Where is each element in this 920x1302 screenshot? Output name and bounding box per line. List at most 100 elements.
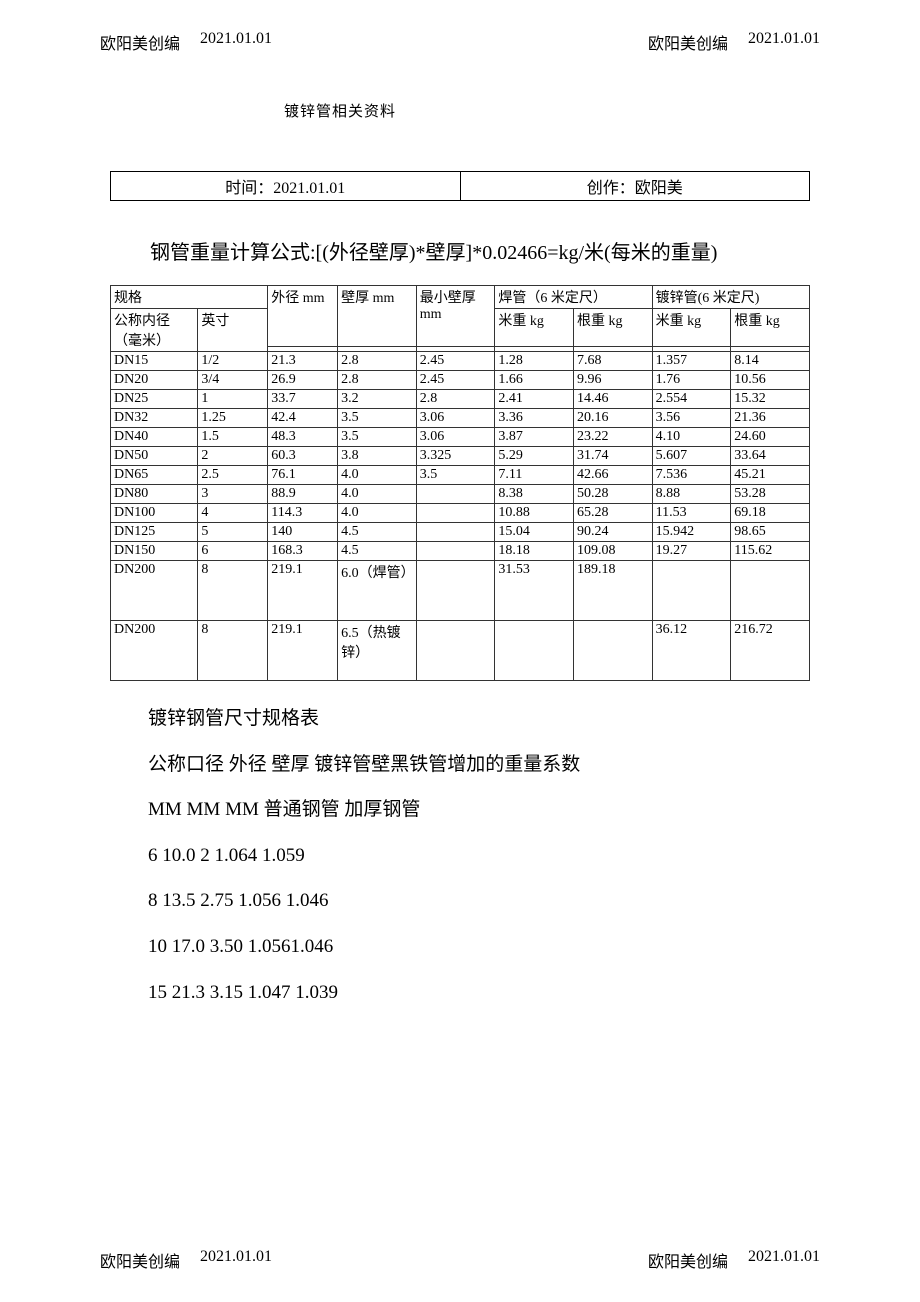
table-cell-w_m: 10.88 (495, 504, 574, 523)
table-cell-inch: 8 (198, 621, 268, 681)
table-cell-minwall: 2.8 (416, 390, 495, 409)
table-cell-w_r: 14.46 (574, 390, 653, 409)
table-row: DN1506168.34.518.18109.0819.27115.62 (111, 542, 810, 561)
table-cell-w_m: 5.29 (495, 447, 574, 466)
table-cell-dn: DN100 (111, 504, 198, 523)
table-cell-w_m: 7.11 (495, 466, 574, 485)
table-body: DN151/221.32.82.451.287.681.3578.14DN203… (111, 352, 810, 681)
table-cell-g_r: 115.62 (731, 542, 810, 561)
spec-list-section: 镀锌钢管尺寸规格表 公称口径 外径 壁厚 镀锌管壁黑铁管增加的重量系数 MM M… (110, 696, 810, 1015)
table-cell-w_m: 3.36 (495, 409, 574, 428)
spec-list-title: 镀锌钢管尺寸规格表 (110, 696, 810, 742)
table-row: DN12551404.515.0490.2415.94298.65 (111, 523, 810, 542)
table-cell-w_r: 7.68 (574, 352, 653, 371)
table-cell-outer: 88.9 (268, 485, 338, 504)
table-cell-g_r: 216.72 (731, 621, 810, 681)
table-cell-w_r: 65.28 (574, 504, 653, 523)
table-cell-g_m: 7.536 (652, 466, 731, 485)
table-cell-outer: 76.1 (268, 466, 338, 485)
table-cell-outer: 26.9 (268, 371, 338, 390)
table-cell-w_m: 8.38 (495, 485, 574, 504)
footer-right: 欧阳美创编 2021.01.01 (648, 1248, 820, 1272)
table-cell-g_m (652, 561, 731, 621)
table-row: DN1004114.34.010.8865.2811.5369.18 (111, 504, 810, 523)
header-left-date: 2021.01.01 (200, 30, 272, 54)
table-cell-dn: DN80 (111, 485, 198, 504)
th-wall: 壁厚 mm (338, 286, 417, 347)
th-g-meter: 米重 kg (652, 309, 731, 347)
formula-text: 钢管重量计算公式:[(外径壁厚)*壁厚]*0.02466=kg/米(每米的重量) (110, 231, 810, 275)
table-cell-minwall: 3.5 (416, 466, 495, 485)
table-cell-g_r: 45.21 (731, 466, 810, 485)
table-row: DN80388.94.08.3850.288.8853.28 (111, 485, 810, 504)
meta-time: 时间：2021.01.01 (111, 172, 461, 201)
header-right-date: 2021.01.01 (748, 30, 820, 54)
table-cell-inch: 8 (198, 561, 268, 621)
table-cell-minwall (416, 485, 495, 504)
table-cell-g_m: 5.607 (652, 447, 731, 466)
table-cell-w_r: 9.96 (574, 371, 653, 390)
table-cell-w_r (574, 621, 653, 681)
table-header-row-1: 规格 外径 mm 壁厚 mm 最小壁厚mm 焊管（6 米定尺） 镀锌管(6 米定… (111, 286, 810, 309)
table-row: DN652.576.14.03.57.1142.667.53645.21 (111, 466, 810, 485)
table-cell-inch: 3 (198, 485, 268, 504)
table-row: DN321.2542.43.53.063.3620.163.5621.36 (111, 409, 810, 428)
header-left: 欧阳美创编 2021.01.01 (100, 30, 272, 54)
table-cell-wall: 2.8 (338, 352, 417, 371)
spec-list-row: 15 21.3 3.15 1.047 1.039 (110, 970, 810, 1016)
th-inch: 英寸 (198, 309, 268, 352)
header-right-name: 欧阳美创编 (648, 30, 728, 54)
table-row: DN50260.33.83.3255.2931.745.60733.64 (111, 447, 810, 466)
table-cell-minwall: 2.45 (416, 352, 495, 371)
footer-left-date: 2021.01.01 (200, 1248, 272, 1272)
table-cell-inch: 1/2 (198, 352, 268, 371)
spec-list-row: 6 10.0 2 1.064 1.059 (110, 833, 810, 879)
table-row: DN25133.73.22.82.4114.462.55415.32 (111, 390, 810, 409)
table-cell-g_m: 11.53 (652, 504, 731, 523)
meta-author: 创作：欧阳美 (460, 172, 810, 201)
table-cell-minwall (416, 504, 495, 523)
table-row: DN151/221.32.82.451.287.681.3578.14 (111, 352, 810, 371)
table-cell-w_m: 18.18 (495, 542, 574, 561)
table-cell-outer: 168.3 (268, 542, 338, 561)
table-cell-minwall: 3.06 (416, 428, 495, 447)
table-cell-inch: 1.25 (198, 409, 268, 428)
table-cell-g_m: 19.27 (652, 542, 731, 561)
spec-list-line1: 公称口径 外径 壁厚 镀锌管壁黑铁管增加的重量系数 (110, 742, 810, 788)
table-cell-w_r: 23.22 (574, 428, 653, 447)
table-cell-inch: 1 (198, 390, 268, 409)
table-cell-inch: 2 (198, 447, 268, 466)
table-row: DN2008219.16.5（热镀锌）36.12216.72 (111, 621, 810, 681)
table-cell-outer: 48.3 (268, 428, 338, 447)
th-g-root: 根重 kg (731, 309, 810, 347)
document-title: 镀锌管相关资料 (190, 100, 490, 121)
table-cell-w_m (495, 621, 574, 681)
table-cell-dn: DN40 (111, 428, 198, 447)
table-cell-minwall: 3.325 (416, 447, 495, 466)
table-cell-wall: 6.5（热镀锌） (338, 621, 417, 681)
table-cell-g_m: 8.88 (652, 485, 731, 504)
table-cell-minwall (416, 523, 495, 542)
table-cell-g_r: 10.56 (731, 371, 810, 390)
table-cell-w_m: 1.28 (495, 352, 574, 371)
table-cell-g_r: 69.18 (731, 504, 810, 523)
footer-left-name: 欧阳美创编 (100, 1248, 180, 1272)
table-cell-g_r: 15.32 (731, 390, 810, 409)
table-cell-g_r: 33.64 (731, 447, 810, 466)
table-cell-g_m: 15.942 (652, 523, 731, 542)
table-cell-g_m: 2.554 (652, 390, 731, 409)
table-cell-w_m: 31.53 (495, 561, 574, 621)
table-cell-w_m: 15.04 (495, 523, 574, 542)
table-cell-dn: DN200 (111, 561, 198, 621)
table-cell-w_r: 50.28 (574, 485, 653, 504)
table-cell-w_r: 90.24 (574, 523, 653, 542)
table-cell-wall: 3.2 (338, 390, 417, 409)
table-cell-outer: 114.3 (268, 504, 338, 523)
table-row: DN401.548.33.53.063.8723.224.1024.60 (111, 428, 810, 447)
table-cell-wall: 4.0 (338, 504, 417, 523)
header-right: 欧阳美创编 2021.01.01 (648, 30, 820, 54)
table-cell-w_r: 109.08 (574, 542, 653, 561)
header-left-name: 欧阳美创编 (100, 30, 180, 54)
table-cell-inch: 2.5 (198, 466, 268, 485)
table-cell-wall: 4.5 (338, 523, 417, 542)
